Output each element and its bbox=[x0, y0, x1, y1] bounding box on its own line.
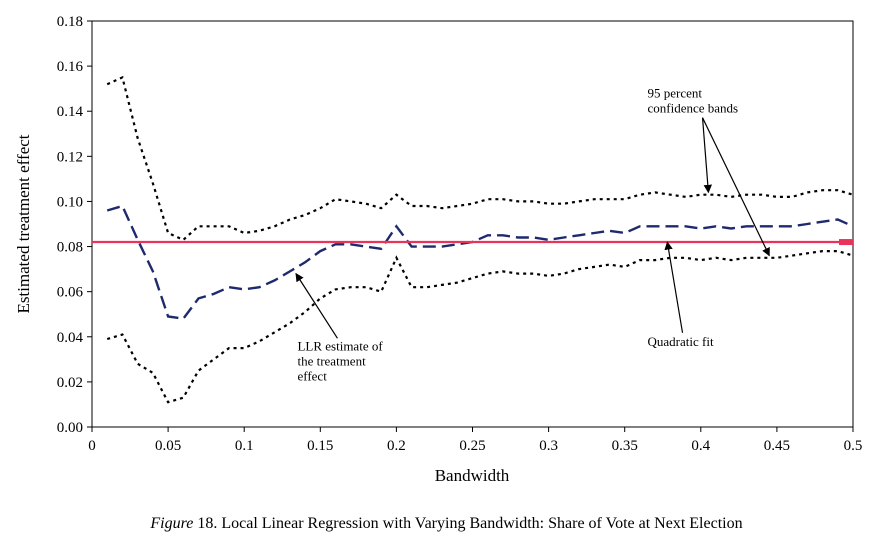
annotation-line: confidence bands bbox=[648, 101, 739, 116]
caption-figure-word: Figure bbox=[150, 515, 194, 532]
y-tick-label: 0.14 bbox=[57, 104, 84, 120]
y-axis-title: Estimated treatment effect bbox=[14, 134, 33, 313]
annotation-arrow bbox=[701, 117, 713, 194]
annotation-arrow bbox=[295, 272, 338, 339]
x-tick-label: 0 bbox=[88, 438, 96, 454]
y-tick-label: 0.08 bbox=[57, 240, 83, 256]
x-tick-label: 0.1 bbox=[235, 438, 254, 454]
y-tick-label: 0.16 bbox=[57, 59, 84, 75]
y-tick-label: 0.18 bbox=[57, 14, 83, 30]
y-tick-label: 0.06 bbox=[57, 285, 84, 301]
annotation-bands: 95 percent confidence bands bbox=[648, 86, 739, 116]
annotation-arrow bbox=[664, 241, 684, 333]
x-tick-label: 0.25 bbox=[459, 438, 485, 454]
y-tick-label: 0.04 bbox=[57, 330, 84, 346]
annotation-line: the treatment bbox=[297, 353, 366, 368]
x-tick-label: 0.45 bbox=[764, 438, 790, 454]
series-line-upper_band bbox=[106, 75, 854, 242]
x-tick-label: 0.5 bbox=[844, 438, 863, 454]
x-tick-label: 0.05 bbox=[155, 438, 181, 454]
annotation-line: effect bbox=[297, 368, 327, 383]
annotation-arrow bbox=[701, 117, 770, 257]
x-axis-title: Bandwidth bbox=[435, 466, 510, 485]
series-line-lower_band bbox=[106, 250, 854, 404]
quadratic-fit-end-marker bbox=[839, 239, 853, 246]
figure-caption: Figure 18. Local Linear Regression with … bbox=[0, 515, 893, 533]
annotation-llr: LLR estimate of the treatment effect bbox=[297, 338, 383, 383]
x-tick-label: 0.3 bbox=[539, 438, 558, 454]
annotation-layer: 95 percent confidence bands LLR estimate o… bbox=[295, 86, 770, 383]
x-tick-label: 0.15 bbox=[307, 438, 333, 454]
annotation-quad: Quadratic fit bbox=[648, 334, 714, 349]
chart: 0.000.020.040.060.080.100.120.140.160.18… bbox=[14, 14, 863, 485]
x-tick-label: 0.2 bbox=[387, 438, 406, 454]
series-line-llr_estimate bbox=[106, 204, 854, 320]
annotation-line: 95 percent bbox=[648, 86, 703, 101]
y-tick-label: 0.00 bbox=[57, 420, 83, 436]
y-tick-label: 0.12 bbox=[57, 149, 83, 165]
annotation-line: LLR estimate of bbox=[297, 338, 383, 353]
y-tick-label: 0.02 bbox=[57, 375, 83, 391]
x-tick-label: 0.4 bbox=[691, 438, 710, 454]
caption-text: 18. Local Linear Regression with Varying… bbox=[193, 515, 743, 532]
axes: 0.000.020.040.060.080.100.120.140.160.18… bbox=[57, 14, 863, 454]
series-layer bbox=[92, 75, 854, 404]
x-tick-label: 0.35 bbox=[612, 438, 638, 454]
y-tick-label: 0.10 bbox=[57, 194, 83, 210]
annotation-line: Quadratic fit bbox=[648, 334, 714, 349]
